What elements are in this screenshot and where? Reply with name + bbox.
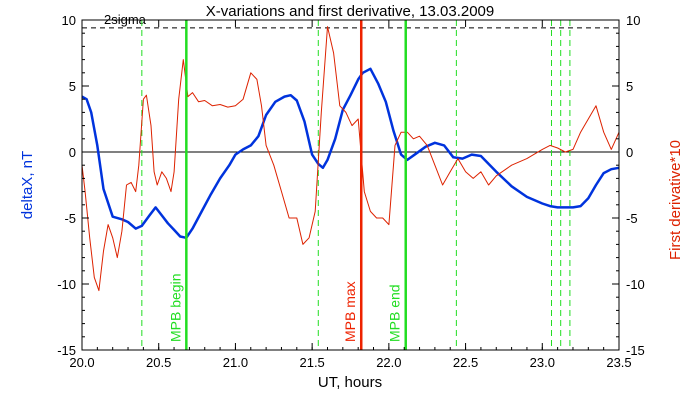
x-tick-label: 20.5 — [146, 355, 171, 370]
series-derivative-line — [81, 26, 620, 292]
plot-frame — [81, 19, 620, 351]
x-tick-label: 23.0 — [530, 355, 555, 370]
marker-label-mpb-end: MPB end — [387, 284, 403, 342]
y-right-tick-label: -15 — [626, 343, 645, 358]
y-axis-right-label: First derivative*10 — [667, 140, 684, 260]
x-tick-label: 23.5 — [606, 355, 631, 370]
y-right-tick-label: 10 — [626, 13, 640, 28]
marker-label-mpb-max: MPB max — [342, 281, 358, 342]
marker-label-mpb-begin: MPB begin — [167, 274, 183, 342]
y-left-tick-label: -5 — [64, 211, 76, 226]
x-axis-label: UT, hours — [318, 374, 382, 391]
y-left-tick-label: 5 — [69, 79, 76, 94]
sigma-label: 2sigma — [104, 12, 147, 27]
x-tick-label: 21.0 — [223, 355, 248, 370]
y-left-tick-label: 0 — [69, 145, 76, 160]
y-left-tick-label: -10 — [57, 277, 76, 292]
x-tick-label: 21.5 — [299, 355, 324, 370]
x-tick-label: 22.5 — [453, 355, 478, 370]
y-right-tick-label: 5 — [626, 79, 633, 94]
x-tick-label: 22.0 — [376, 355, 401, 370]
y-left-tick-label: -15 — [57, 343, 76, 358]
series-deltax-line — [81, 67, 620, 240]
y-left-tick-label: 10 — [62, 13, 76, 28]
plot-area: 2sigma MPB begin MPB max MPB end 20.0 20.5 21.… — [57, 12, 645, 370]
x-tick-label: 20.0 — [69, 355, 94, 370]
y-right-tick-label: 0 — [626, 145, 633, 160]
y-right-tick-label: -10 — [626, 277, 645, 292]
y-axis-left-label: deltaX, nT — [19, 151, 36, 219]
y-right-tick-label: -5 — [626, 211, 638, 226]
chart-title: X-variations and first derivative, 13.03… — [206, 3, 495, 20]
